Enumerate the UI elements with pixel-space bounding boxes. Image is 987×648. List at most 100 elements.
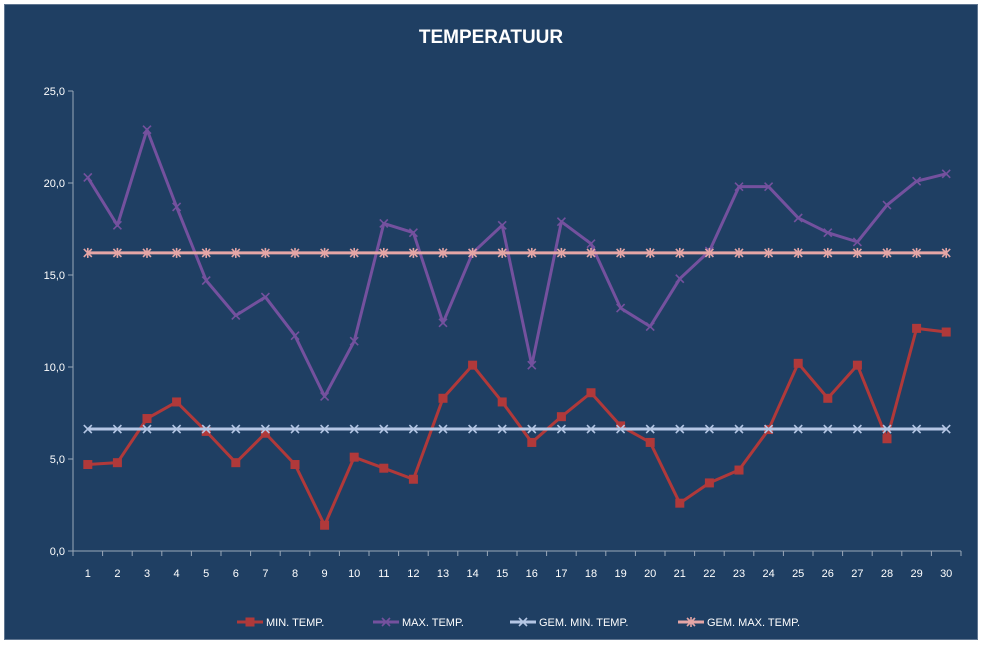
data-point (556, 424, 566, 434)
data-point (645, 321, 655, 332)
data-point (438, 318, 448, 328)
data-point (320, 247, 330, 258)
data-point (320, 520, 330, 530)
data-point (882, 434, 892, 444)
x-tick-label: 19 (614, 568, 626, 580)
data-point (142, 125, 152, 135)
data-point (260, 424, 270, 434)
legend-label: GEM. MIN. TEMP. (539, 617, 628, 629)
data-point (764, 247, 774, 258)
chart-title: TEMPERATUUR (418, 27, 564, 48)
data-point (675, 498, 685, 508)
x-tick-label: 30 (940, 568, 952, 580)
legend-marker (518, 617, 528, 627)
data-point (734, 247, 744, 258)
x-tick-label: 24 (762, 568, 774, 580)
data-point (556, 412, 566, 422)
x-tick-label: 22 (703, 568, 715, 580)
legend-item: MAX. TEMP. (373, 617, 464, 629)
data-point (616, 303, 626, 313)
data-point (349, 424, 359, 434)
data-point (201, 247, 211, 258)
data-point (290, 331, 300, 341)
data-point (823, 424, 833, 434)
x-tick-label: 18 (585, 568, 597, 580)
data-point (793, 213, 803, 223)
data-point (527, 247, 537, 258)
data-point (941, 247, 951, 258)
data-point (882, 247, 892, 258)
data-point (408, 474, 418, 484)
data-point (260, 292, 270, 302)
data-point (260, 428, 270, 438)
data-point (468, 247, 478, 258)
chart-area: TEMPERATUUR (4, 4, 978, 640)
data-point (468, 424, 478, 434)
data-point (852, 424, 862, 434)
data-point (527, 424, 537, 434)
data-point (83, 424, 93, 434)
data-point (675, 274, 685, 284)
data-point (172, 247, 182, 258)
data-point (704, 247, 714, 258)
data-point (734, 424, 744, 434)
data-point (231, 458, 241, 468)
data-point (675, 247, 685, 258)
data-point (823, 247, 833, 258)
data-point (586, 424, 596, 434)
data-point (320, 391, 330, 402)
data-point (852, 247, 862, 258)
data-point (408, 228, 418, 238)
data-point (142, 247, 152, 258)
y-tick-label: 10,0 (44, 362, 65, 374)
data-point (172, 202, 182, 212)
data-point (912, 176, 922, 186)
data-point (852, 237, 862, 247)
data-point (793, 424, 803, 434)
y-tick-label: 25,0 (44, 86, 65, 98)
data-point (349, 452, 359, 462)
x-tick-label: 7 (262, 568, 268, 580)
y-tick-label: 15,0 (44, 270, 65, 282)
data-point (645, 437, 655, 447)
data-point (527, 437, 537, 447)
x-tick-label: 9 (322, 568, 328, 580)
data-point (201, 275, 211, 286)
x-tick-label: 12 (407, 568, 419, 580)
data-point (83, 460, 93, 470)
x-tick-label: 28 (881, 568, 893, 580)
data-point (616, 421, 626, 431)
data-point (349, 247, 359, 258)
data-point (290, 247, 300, 258)
data-point (290, 460, 300, 470)
data-point (704, 478, 714, 488)
series-min-temp (83, 323, 951, 530)
x-tick-label: 2 (114, 568, 120, 580)
data-point (793, 358, 803, 368)
x-tick-label: 25 (792, 568, 804, 580)
data-point (497, 220, 507, 230)
data-point (616, 424, 626, 434)
data-point (320, 424, 330, 434)
data-point (675, 424, 685, 434)
data-point (112, 247, 122, 258)
data-point (556, 247, 566, 258)
y-tick-label: 20,0 (44, 178, 65, 190)
x-tick-label: 13 (437, 568, 449, 580)
data-point (112, 220, 122, 230)
legend-marker (686, 617, 696, 627)
data-point (616, 247, 626, 258)
data-point (912, 424, 922, 434)
legend-label: MAX. TEMP. (402, 617, 464, 629)
data-point (823, 393, 833, 403)
legend-marker (245, 617, 255, 627)
data-point (704, 424, 714, 434)
x-tick-label: 27 (851, 568, 863, 580)
data-point (379, 424, 389, 434)
x-tick-label: 15 (496, 568, 508, 580)
data-point (379, 463, 389, 473)
x-tick-label: 17 (555, 568, 567, 580)
data-point (379, 218, 389, 229)
x-tick-label: 23 (733, 568, 745, 580)
x-tick-label: 5 (203, 568, 209, 580)
